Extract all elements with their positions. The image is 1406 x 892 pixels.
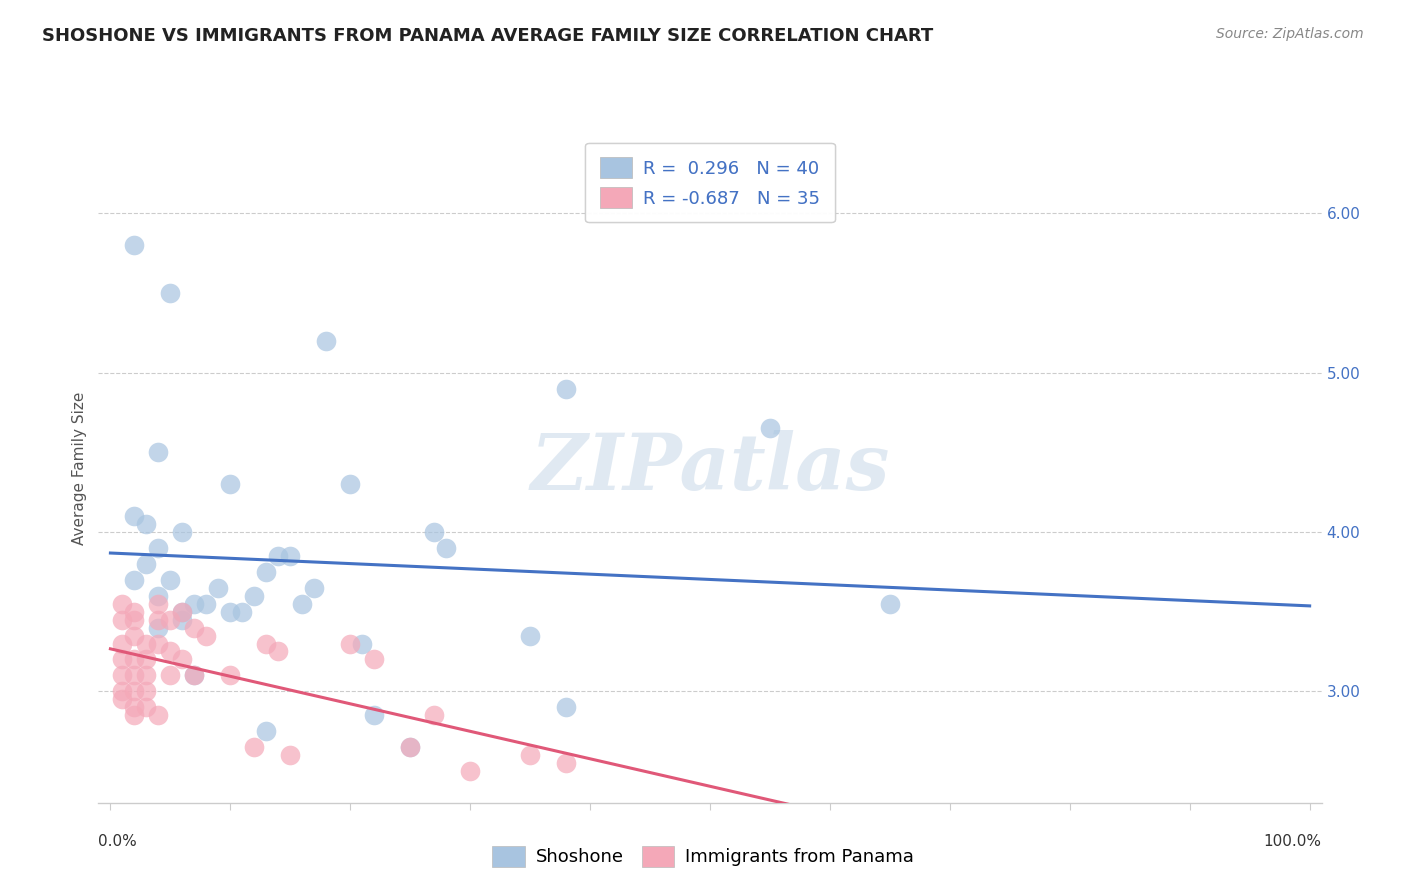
Point [159,644,181,658]
Point [879,597,901,611]
Point [243,740,266,755]
Point [148,445,170,459]
Point [519,628,541,642]
Point [363,652,385,666]
Point [135,700,157,714]
Legend: Shoshone, Immigrants from Panama: Shoshone, Immigrants from Panama [485,838,921,874]
Point [254,565,277,579]
Point [172,605,194,619]
Point [195,597,218,611]
Point [183,668,205,682]
Point [148,597,170,611]
Point [172,605,194,619]
Point [183,668,205,682]
Point [124,684,146,698]
Point [111,692,134,706]
Point [124,628,146,642]
Point [278,549,301,563]
Point [124,613,146,627]
Point [172,652,194,666]
Point [135,668,157,682]
Point [172,613,194,627]
Point [124,509,146,524]
Point [124,652,146,666]
Point [267,644,290,658]
Legend: R =  0.296   N = 40, R = -0.687   N = 35: R = 0.296 N = 40, R = -0.687 N = 35 [585,143,835,222]
Point [555,756,578,770]
Point [267,549,290,563]
Point [148,708,170,723]
Point [124,573,146,587]
Point [278,747,301,762]
Point [148,636,170,650]
Point [183,597,205,611]
Point [219,668,242,682]
Point [254,636,277,650]
Point [135,636,157,650]
Point [254,724,277,739]
Text: SHOSHONE VS IMMIGRANTS FROM PANAMA AVERAGE FAMILY SIZE CORRELATION CHART: SHOSHONE VS IMMIGRANTS FROM PANAMA AVERA… [42,27,934,45]
Point [555,382,578,396]
Point [135,557,157,571]
Point [423,708,446,723]
Point [219,605,242,619]
Point [339,636,361,650]
Point [315,334,337,348]
Point [135,684,157,698]
Point [111,684,134,698]
Point [111,652,134,666]
Point [124,708,146,723]
Point [363,708,385,723]
Point [159,286,181,301]
Point [759,421,782,435]
Point [195,628,218,642]
Text: 0.0%: 0.0% [98,834,138,849]
Point [124,238,146,252]
Point [231,605,253,619]
Point [148,589,170,603]
Point [519,747,541,762]
Point [135,517,157,532]
Point [423,524,446,539]
Text: ZIPatlas: ZIPatlas [530,430,890,507]
Point [124,605,146,619]
Point [148,541,170,555]
Point [159,613,181,627]
Point [111,597,134,611]
Point [111,613,134,627]
Point [291,597,314,611]
Point [159,573,181,587]
Point [111,636,134,650]
Point [159,668,181,682]
Point [124,700,146,714]
Point [243,589,266,603]
Point [304,581,326,595]
Point [135,652,157,666]
Text: Source: ZipAtlas.com: Source: ZipAtlas.com [1216,27,1364,41]
Point [399,740,422,755]
Point [111,668,134,682]
Point [458,764,481,778]
Point [172,524,194,539]
Point [148,621,170,635]
Point [555,700,578,714]
Point [207,581,229,595]
Y-axis label: Average Family Size: Average Family Size [72,392,87,545]
Point [352,636,374,650]
Point [183,621,205,635]
Point [219,477,242,491]
Text: 100.0%: 100.0% [1264,834,1322,849]
Point [124,668,146,682]
Point [339,477,361,491]
Point [148,613,170,627]
Point [434,541,457,555]
Point [399,740,422,755]
